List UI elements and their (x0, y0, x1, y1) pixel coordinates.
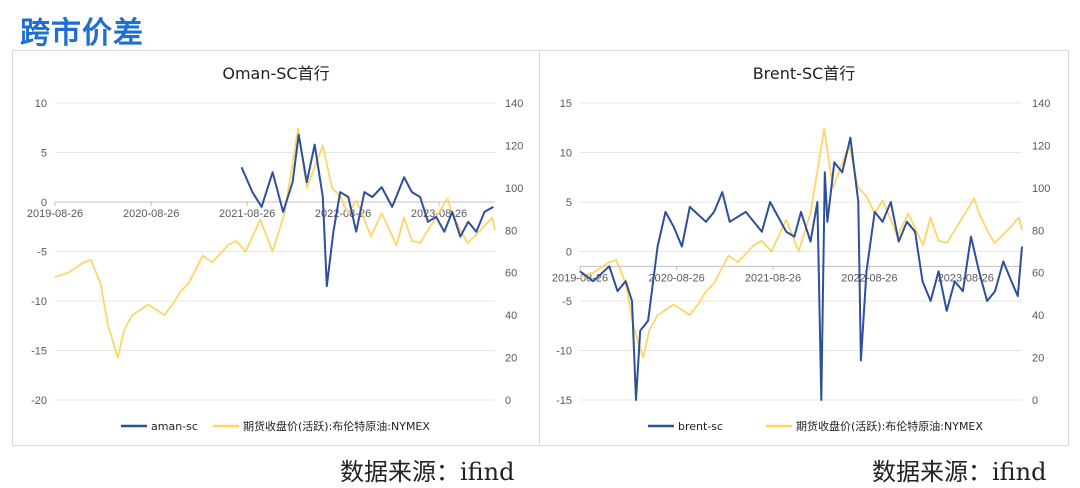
right-axis-tick-label: 120 (505, 140, 523, 152)
x-axis-tick-label: 2019-08-26 (27, 208, 83, 220)
right-axis-tick-label: 0 (1032, 395, 1038, 407)
left-axis-tick-label: -5 (562, 296, 572, 308)
left-axis-tick-label: -10 (556, 346, 572, 358)
right-axis-tick-label: 140 (1032, 98, 1050, 110)
brent-sc-chart-panel: Brent-SC首行 15 10 5 0 -5 -10 -15 140 120 100 80 60 40 2… (539, 50, 1069, 446)
x-axis-tick-label: 2022-08-26 (315, 208, 371, 220)
right-axis-tick-label: 40 (1032, 310, 1044, 322)
oman-sc-chart: Oman-SC首行 10 5 0 -5 -10 -15 -20 140 120 100 80 60 40 2… (27, 64, 524, 433)
oman-sc-chart-panel: Oman-SC首行 10 5 0 -5 -10 -15 -20 140 120 100 80 60 40 2… (12, 50, 540, 446)
left-axis-tick-label: 15 (560, 98, 572, 110)
x-axis-tick-label: 2022-08-26 (841, 272, 897, 284)
right-axis-tick-label: 60 (1032, 268, 1044, 280)
left-axis-tick-label: -10 (31, 296, 47, 308)
series-line-brent-crude-price (54, 127, 496, 359)
legend-label: 期货收盘价(活跃):布伦特原油:NYMEX (796, 419, 983, 433)
chart-title: Oman-SC首行 (222, 64, 329, 83)
left-axis-tick-label: -5 (37, 247, 47, 259)
page-title: 跨市价差 (20, 16, 144, 51)
data-source-right: 数据来源：ifind (872, 458, 1047, 486)
left-axis-tick-label: 5 (566, 197, 572, 209)
right-axis-tick-label: 100 (505, 183, 523, 195)
legend-label: 期货收盘价(活跃):布伦特原油:NYMEX (243, 419, 430, 433)
x-axis-tick-label: 2020-08-26 (123, 208, 179, 220)
right-axis-tick-label: 140 (505, 98, 523, 110)
left-axis-tick-label: -15 (31, 346, 47, 358)
right-axis-tick-label: 80 (1032, 225, 1044, 237)
data-source-left: 数据来源：ifind (340, 458, 515, 486)
right-axis-tick-label: 120 (1032, 140, 1050, 152)
right-axis-tick-label: 100 (1032, 183, 1050, 195)
left-axis-tick-label: 5 (41, 148, 47, 160)
right-axis-tick-label: 20 (1032, 353, 1044, 365)
x-axis-tick-label: 2020-08-26 (648, 272, 704, 284)
right-axis-tick-label: 80 (505, 225, 517, 237)
x-axis-tick-label: 2021-08-26 (745, 272, 801, 284)
right-axis-tick-label: 0 (505, 395, 511, 407)
left-axis-tick-label: 10 (35, 98, 47, 110)
legend-label: aman-sc (151, 420, 198, 433)
series-line-aman-sc (240, 133, 494, 288)
left-axis-tick-label: -15 (556, 395, 572, 407)
right-axis-tick-label: 40 (505, 310, 517, 322)
left-axis-tick-label: 10 (560, 148, 572, 160)
x-axis-tick-label: 2021-08-26 (219, 208, 275, 220)
series-line-brent-crude-price (579, 127, 1023, 359)
right-axis-tick-label: 20 (505, 353, 517, 365)
right-axis-tick-label: 60 (505, 268, 517, 280)
legend-label: brent-sc (678, 420, 723, 433)
left-axis-tick-label: 0 (566, 247, 572, 259)
x-axis-tick-label: 2023-08-26 (411, 208, 467, 220)
chart-title: Brent-SC首行 (753, 64, 856, 83)
brent-sc-chart: Brent-SC首行 15 10 5 0 -5 -10 -15 140 120 100 80 60 40 2… (552, 64, 1051, 433)
left-axis-tick-label: -20 (31, 395, 47, 407)
left-axis-tick-label: 0 (41, 197, 47, 209)
series-line-brent-sc (579, 136, 1023, 401)
